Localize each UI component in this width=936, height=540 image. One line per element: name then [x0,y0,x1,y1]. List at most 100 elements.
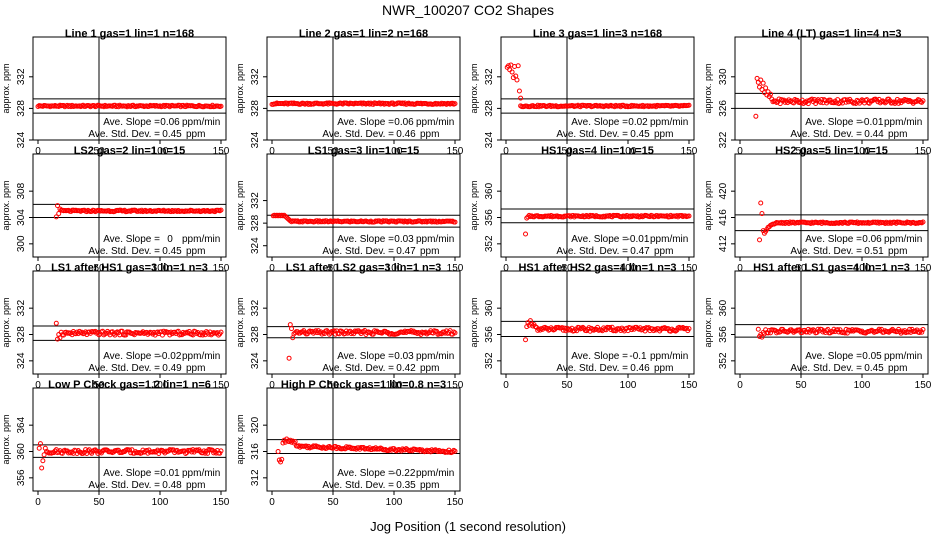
y-tick-label: 332 [16,299,27,316]
scatter-plot-7: HS1 gas=4 lin=1 n=15 approx. ppm 352 356 360… [469,145,698,274]
data-point [286,355,292,361]
std-label: Ave. Std. Dev. = [88,363,160,374]
panel-title: Line 4 (LT) gas=1 lin=4 n=3 [761,28,901,40]
slope-unit: ppm/min [416,117,454,128]
data-point [566,326,572,332]
x-tick-label: 100 [386,380,403,391]
panel-11: HS1 after HS2 gas=4 lin=1 n=3 approx. ppm… [468,254,702,391]
slope-label: Ave. Slope = [571,234,628,245]
panel-title: High P Check gas=1 lin=0.8 n=3 [281,379,446,391]
scatter-plot-12: HS1 after LS1 gas=4 lin=1 n=3 approx. ppm… [703,262,932,391]
plot-frame [734,36,929,141]
stats: Ave. Slope = 0.05 ppm/min Ave. Std. Dev. = 0… [790,351,922,374]
y-tick-label: 360 [16,443,27,460]
data-point [907,326,913,332]
slope-value: 0.03 [394,234,414,245]
data-point [580,324,586,330]
scatter-plot-3: Line 3 gas=1 lin=3 n=168 approx. ppm 324 32… [469,28,698,157]
slope-unit: ppm/min [884,234,922,245]
data-point [882,100,888,106]
slope-value: 0.02 [628,117,648,128]
y-tick-label: 328 [250,214,261,231]
y-tick-label: 364 [16,416,27,433]
data-point [686,102,692,108]
y-axis-label: approx. ppm [703,63,713,113]
x-tick-label: 150 [213,263,230,274]
x-tick-label: 100 [620,263,637,274]
scatter-plot-11: HS1 after HS2 gas=4 lin=1 n=3 approx. ppm… [469,262,698,391]
panel-title: HS1 after HS2 gas=4 lin=1 n=3 [518,262,676,274]
data-point [819,326,825,332]
x-tick-label: 0 [503,146,509,157]
panel-title: HS1 after LS1 gas=4 lin=1 n=3 [753,262,910,274]
y-axis-label: approx. ppm [469,63,479,113]
y-tick-label: 352 [484,352,495,369]
slope-unit: ppm/min [182,234,220,245]
std-label: Ave. Std. Dev. = [88,246,160,257]
x-tick-label: 0 [503,380,509,391]
slope-unit: ppm/min [182,351,220,362]
y-axis-label: approx. ppm [469,297,479,347]
y-tick-label: 308 [16,182,27,199]
data-point [291,440,297,446]
y-tick-label: 332 [484,68,495,85]
std-unit: ppm [654,129,673,140]
data-point [279,456,285,462]
data-point [347,328,353,334]
x-tick-label: 100 [620,380,637,391]
x-tick-label: 50 [93,380,105,391]
data-point [763,85,769,91]
data-points [523,212,692,237]
y-tick-label: 360 [484,182,495,199]
std-unit: ppm [420,246,439,257]
y-axis-label: approx. ppm [235,180,245,230]
slope-value: 0 [167,234,173,245]
x-tick-label: 100 [854,380,871,391]
data-point [53,320,59,326]
std-value: 0.51 [864,246,884,257]
data-point [758,77,764,83]
panel-13: Low P Check gas=1.2 lin=1 n=6 approx. ppm… [0,371,234,508]
x-tick-label: 50 [327,497,339,508]
slope-value: 0.06 [862,234,882,245]
panel-title: LS1 after LS2 gas=3 lin=1 n=3 [286,262,442,274]
y-tick-label: 324 [484,131,495,148]
panel-5: LS2 gas=2 lin=1 n=15 approx. ppm 300 304 308… [0,137,234,274]
data-points [757,200,926,243]
x-tick-label: 0 [737,146,743,157]
std-value: 0.42 [396,363,416,374]
x-tick-label: 50 [795,146,807,157]
std-unit: ppm [420,363,439,374]
slope-unit: ppm/min [416,351,454,362]
plot-frame [266,153,461,258]
plot-frame [32,270,227,375]
x-tick-label: 0 [35,497,41,508]
data-point [211,450,217,456]
x-tick-label: 50 [561,146,573,157]
x-tick-label: 0 [269,497,275,508]
panel-6: LS1 gas=3 lin=1 n=15 approx. ppm 324 328 332… [234,137,468,274]
slope-value: 0.03 [394,351,414,362]
y-axis-label: approx. ppm [1,414,11,464]
y-axis-label: approx. ppm [1,297,11,347]
x-tick-label: 0 [35,380,41,391]
stats: Ave. Slope =-0.01 ppm/min Ave. Std. Dev. =… [790,117,922,140]
std-label: Ave. Std. Dev. = [322,129,394,140]
panel-title: LS1 after HS1 gas=3 lin=1 n=3 [51,262,208,274]
data-point [127,447,132,453]
std-label: Ave. Std. Dev. = [556,363,628,374]
x-tick-label: 150 [681,380,698,391]
data-point [842,97,848,103]
x-tick-label: 150 [213,146,230,157]
stats: Ave. Slope = 0.06 ppm/min Ave. Std. Dev. = 0… [322,117,454,140]
slope-label: Ave. Slope = [571,351,628,362]
std-label: Ave. Std. Dev. = [88,480,160,491]
data-point [452,101,458,107]
data-point [755,79,761,85]
data-point [216,332,222,338]
x-tick-label: 50 [327,146,339,157]
y-tick-label: 326 [718,100,729,117]
data-point [111,331,117,337]
x-tick-label: 100 [152,497,169,508]
y-tick-label: 328 [250,100,261,117]
